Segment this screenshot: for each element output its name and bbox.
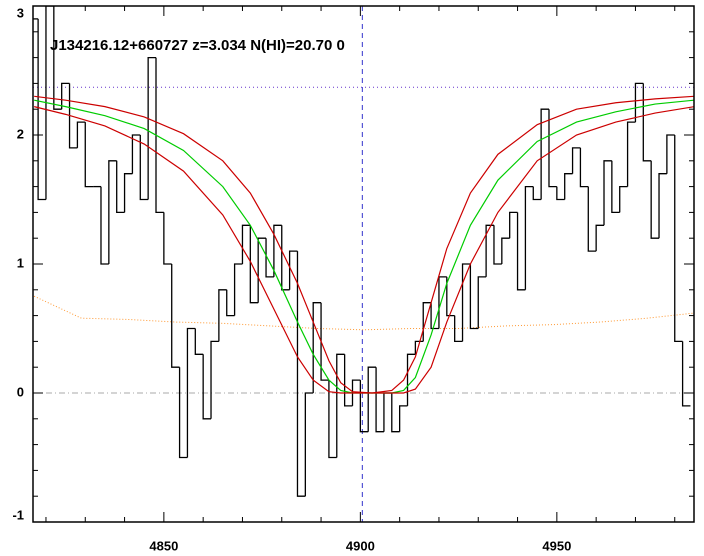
flux-step — [438, 276, 447, 329]
flux-step — [461, 263, 471, 342]
x-tick-label: 4950 — [542, 538, 571, 553]
flux-step — [391, 393, 400, 433]
flux-step — [595, 224, 605, 252]
flux-step — [367, 366, 377, 432]
flux-step — [123, 173, 133, 213]
flux-step — [155, 57, 164, 214]
flux-step — [186, 327, 196, 458]
flux-step — [84, 122, 94, 188]
flux-step — [163, 212, 172, 265]
x-tick-label: 4850 — [149, 538, 178, 553]
plot-frame — [32, 5, 695, 523]
flux-step — [469, 264, 479, 330]
flux-step — [399, 405, 408, 432]
flux-step — [249, 225, 259, 304]
flux-step — [351, 379, 361, 406]
flux-step — [241, 224, 251, 264]
chart-title: J134216.12+660727 z=3.034 N(HI)=20.70 0 — [50, 37, 345, 54]
model-line — [34, 106, 694, 394]
flux-step — [194, 328, 204, 355]
flux-step — [571, 147, 581, 174]
flux-step — [202, 354, 212, 420]
flux-step — [501, 237, 510, 264]
flux-step — [233, 263, 243, 316]
flux-step — [383, 392, 392, 432]
model-line — [34, 99, 694, 394]
flux-step — [218, 289, 227, 342]
flux-step — [540, 108, 549, 200]
flux-step — [658, 173, 667, 239]
flux-step — [642, 83, 652, 162]
flux-step — [265, 238, 274, 278]
flux-step — [320, 302, 329, 381]
flux-step — [210, 340, 219, 419]
flux-step — [509, 211, 518, 239]
flux-step — [406, 353, 416, 406]
flux-step — [312, 302, 322, 393]
flux-step — [328, 380, 337, 459]
flux-step — [226, 289, 235, 317]
flux-step — [611, 160, 620, 214]
y-tick-label: 0 — [17, 384, 24, 399]
flux-step — [619, 185, 628, 213]
flux-step — [281, 225, 290, 291]
x-tick-label: 4900 — [346, 538, 375, 553]
flux-step — [171, 264, 180, 368]
flux-step — [139, 135, 149, 201]
y-tick-label: 1 — [17, 255, 24, 270]
flux-step — [61, 82, 70, 110]
flux-step — [681, 341, 691, 407]
flux-step — [343, 354, 353, 407]
flux-step — [108, 160, 117, 264]
flux-step — [650, 160, 660, 239]
flux-step — [359, 380, 369, 433]
flux-step — [304, 392, 314, 497]
flux-step — [564, 173, 573, 200]
flux-step — [477, 276, 487, 329]
flux-step — [68, 83, 78, 149]
flux-step — [626, 121, 636, 187]
flux-step — [674, 135, 683, 343]
flux-step — [524, 185, 534, 290]
flux-step — [375, 367, 384, 433]
flux-step — [587, 186, 597, 252]
y-tick-label: -1 — [12, 507, 24, 522]
flux-step — [634, 82, 644, 123]
flux-step — [430, 302, 439, 330]
flux-step — [454, 315, 463, 343]
flux-step — [100, 186, 109, 265]
flux-step — [288, 250, 298, 290]
flux-step — [446, 276, 455, 317]
flux-step — [257, 237, 267, 303]
flux-step — [556, 186, 565, 201]
flux-step — [37, 18, 46, 201]
flux-step — [579, 147, 589, 188]
flux-step — [336, 353, 345, 458]
y-tick-label: 3 — [17, 5, 24, 20]
flux-step — [131, 134, 141, 174]
flux-step — [516, 212, 526, 291]
flux-step — [666, 134, 675, 174]
flux-step — [414, 340, 424, 355]
model-line — [34, 95, 694, 394]
flux-step — [296, 251, 306, 497]
error-line — [33, 295, 694, 331]
flux-step — [53, 6, 62, 110]
plot-area — [33, 6, 694, 522]
flux-step — [493, 225, 502, 265]
flux-step — [45, 6, 54, 200]
flux-step — [603, 160, 612, 226]
flux-step — [178, 367, 188, 459]
flux-step — [273, 224, 282, 277]
flux-step — [116, 160, 125, 214]
flux-step — [532, 186, 542, 201]
flux-step — [548, 109, 557, 188]
y-tick-label: 2 — [17, 126, 24, 141]
flux-step — [76, 121, 86, 148]
flux-step — [147, 56, 157, 200]
